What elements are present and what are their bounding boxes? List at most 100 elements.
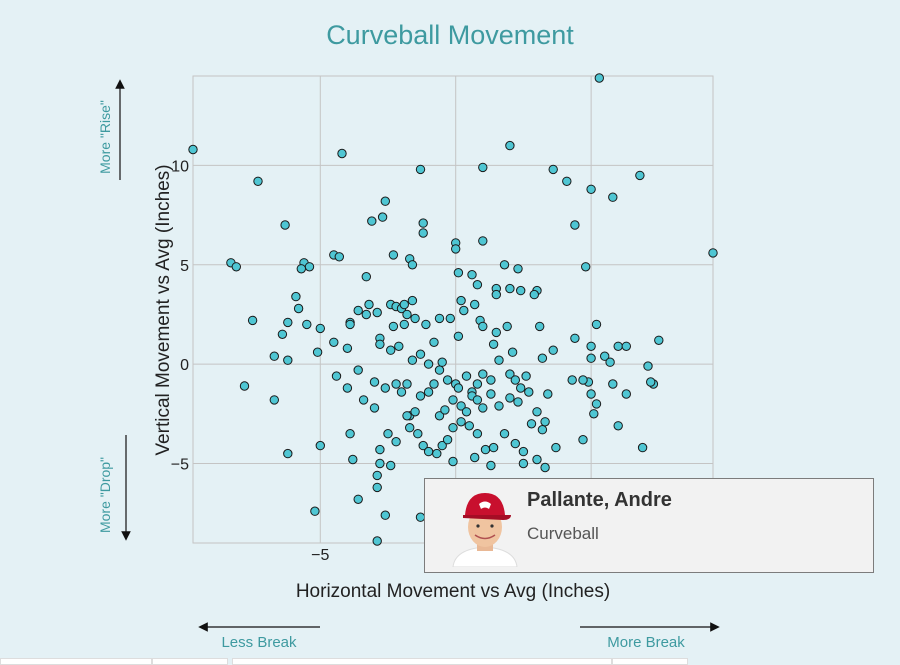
scatter-point[interactable] — [478, 236, 488, 246]
scatter-point[interactable] — [247, 315, 258, 326]
scatter-point[interactable] — [453, 331, 464, 341]
scatter-point[interactable] — [535, 321, 545, 332]
scatter-point[interactable] — [342, 343, 353, 353]
scatter-point[interactable] — [516, 383, 526, 393]
scatter-point[interactable] — [269, 351, 279, 361]
scatter-point[interactable] — [231, 262, 242, 272]
scatter-point[interactable] — [369, 377, 380, 387]
scatter-point[interactable] — [540, 462, 550, 473]
scatter-point[interactable] — [386, 345, 396, 355]
scatter-point[interactable] — [570, 220, 580, 230]
scatter-point[interactable] — [315, 323, 325, 334]
scatter-point[interactable] — [589, 409, 599, 419]
scatter-point[interactable] — [510, 438, 520, 449]
scatter-point[interactable] — [578, 375, 588, 385]
scatter-point[interactable] — [586, 389, 596, 399]
scatter-point[interactable] — [472, 429, 483, 439]
scatter-point[interactable] — [429, 379, 439, 389]
scatter-point[interactable] — [461, 371, 472, 381]
scatter-point[interactable] — [277, 329, 288, 339]
scatter-point[interactable] — [345, 319, 355, 330]
scatter-point[interactable] — [434, 313, 445, 324]
scatter-point[interactable] — [613, 341, 623, 351]
scatter-point[interactable] — [453, 383, 464, 393]
scatter-point[interactable] — [345, 429, 355, 439]
scatter-point[interactable] — [551, 442, 561, 453]
scatter-point[interactable] — [372, 536, 382, 546]
scatter-point[interactable] — [608, 192, 618, 202]
scatter-point[interactable] — [367, 216, 377, 226]
scatter-point[interactable] — [513, 397, 523, 407]
scatter-point[interactable] — [353, 494, 363, 504]
scatter-point[interactable] — [518, 458, 529, 469]
scatter-point[interactable] — [423, 387, 434, 397]
scatter-point[interactable] — [415, 349, 426, 359]
scatter-point[interactable] — [445, 313, 455, 324]
scatter-point[interactable] — [537, 353, 548, 363]
scatter-point[interactable] — [399, 319, 409, 330]
scatter-point[interactable] — [581, 262, 591, 272]
scatter-point[interactable] — [567, 375, 577, 385]
scatter-point[interactable] — [532, 407, 542, 417]
scatter-point[interactable] — [372, 307, 382, 318]
scatter-point[interactable] — [304, 262, 315, 272]
scatter-point[interactable] — [188, 144, 198, 155]
scatter-point[interactable] — [269, 395, 279, 405]
scatter-point[interactable] — [402, 411, 412, 421]
scatter-point[interactable] — [434, 365, 445, 375]
scatter-point[interactable] — [310, 506, 320, 516]
scatter-point[interactable] — [605, 357, 615, 367]
scatter-point[interactable] — [478, 162, 488, 173]
scatter-point[interactable] — [488, 339, 499, 349]
scatter-point[interactable] — [532, 454, 542, 465]
scatter-point[interactable] — [380, 510, 390, 520]
scatter-point[interactable] — [643, 361, 653, 371]
scatter-point[interactable] — [513, 264, 523, 274]
bottom-tab-1[interactable] — [0, 658, 152, 665]
scatter-point[interactable] — [402, 379, 412, 389]
bottom-tab-4[interactable] — [612, 658, 688, 665]
scatter-point[interactable] — [459, 305, 469, 316]
scatter-point[interactable] — [480, 444, 491, 455]
scatter-point[interactable] — [586, 341, 596, 351]
scatter-point[interactable] — [415, 391, 426, 401]
scatter-point[interactable] — [516, 285, 526, 296]
scatter-point[interactable] — [407, 260, 418, 270]
scatter-point[interactable] — [456, 417, 466, 427]
bottom-tab-2[interactable] — [152, 658, 228, 665]
scatter-point[interactable] — [312, 347, 323, 357]
scatter-point[interactable] — [548, 164, 558, 175]
scatter-point[interactable] — [418, 440, 428, 451]
scatter-point[interactable] — [562, 176, 572, 187]
scatter-point[interactable] — [461, 407, 472, 417]
scatter-point[interactable] — [423, 446, 434, 457]
scatter-point[interactable] — [388, 321, 399, 332]
scatter-point[interactable] — [646, 377, 656, 387]
scatter-point[interactable] — [405, 423, 415, 433]
scatter-point[interactable] — [342, 383, 353, 393]
scatter-point[interactable] — [502, 321, 512, 332]
scatter-point[interactable] — [391, 379, 401, 389]
scatter-point[interactable] — [488, 442, 499, 453]
scatter-point[interactable] — [442, 375, 453, 385]
scatter-point[interactable] — [353, 365, 363, 375]
scatter-point[interactable] — [453, 268, 464, 278]
scatter-point[interactable] — [375, 339, 385, 349]
scatter-point[interactable] — [586, 184, 596, 195]
scatter-point[interactable] — [621, 341, 631, 351]
scatter-point[interactable] — [383, 429, 393, 439]
scatter-point[interactable] — [369, 403, 380, 413]
scatter-point[interactable] — [386, 460, 396, 471]
scatter-point[interactable] — [364, 299, 374, 310]
scatter-point[interactable] — [456, 295, 466, 306]
scatter-point[interactable] — [537, 425, 548, 435]
scatter-point[interactable] — [491, 289, 501, 300]
scatter-point[interactable] — [486, 375, 496, 385]
scatter-point[interactable] — [570, 333, 580, 343]
scatter-point[interactable] — [353, 305, 363, 316]
scatter-point[interactable] — [361, 272, 371, 282]
scatter-point[interactable] — [654, 335, 664, 345]
scatter-point[interactable] — [505, 369, 515, 379]
scatter-point[interactable] — [402, 309, 412, 320]
scatter-point[interactable] — [429, 337, 439, 347]
